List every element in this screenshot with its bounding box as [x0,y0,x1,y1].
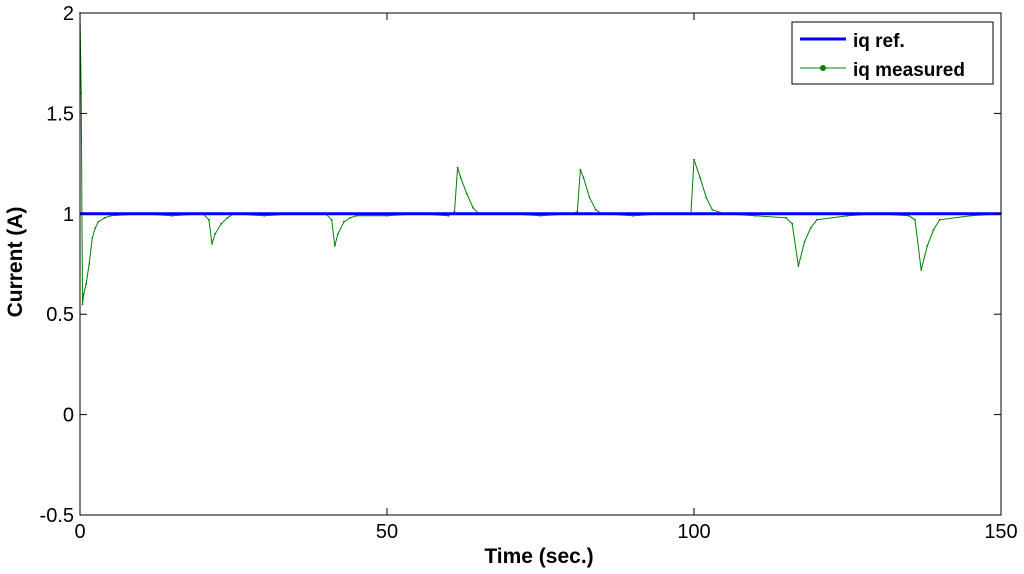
data-point-iq-measured [631,214,634,217]
data-point-iq-measured [705,196,708,199]
data-point-iq-measured [220,222,223,225]
data-point-iq-measured [754,214,757,217]
y-tick-label: 0 [63,405,74,427]
x-tick-label: 100 [677,521,710,543]
data-point-iq-measured [576,210,579,213]
legend-marker-iq-measured [820,65,826,71]
legend-box [791,21,994,85]
data-point-iq-measured [263,214,266,217]
data-point-iq-measured [579,168,582,171]
data-point-iq-measured [94,227,97,229]
data-point-iq-measured [171,214,174,217]
data-point-iq-measured [103,216,106,219]
x-tick-label: 150 [984,521,1017,543]
data-point-iq-measured [969,214,972,217]
data-point-iq-measured [914,218,916,221]
y-tick-label: 2 [63,3,74,25]
legend-label-iq-measured: iq measured [853,60,965,81]
data-point-iq-measured [539,214,542,217]
data-point-iq-measured [797,265,800,267]
x-axis-label: Time (sec.) [484,545,593,568]
x-tick-label: 0 [74,521,85,543]
data-point-iq-measured [81,303,84,306]
data-point-iq-measured [582,176,585,179]
data-point-iq-measured [920,269,923,271]
data-point-iq-measured [588,196,591,199]
data-point-iq-measured [465,192,468,195]
plot-area-frame [79,12,1002,516]
data-point-iq-measured [386,214,388,217]
y-axis-label: Current (A) [4,207,27,318]
data-point-iq-measured [938,218,941,221]
data-point-iq-measured [82,293,85,295]
data-point-iq-measured [815,218,818,221]
data-point-iq-measured [693,158,695,161]
legend-label-iq-ref: iq ref. [853,31,905,52]
data-point-iq-measured [809,227,812,229]
data-point-iq-measured [211,243,213,245]
x-tick-label: 50 [376,521,398,543]
data-point-iq-measured [791,222,794,225]
data-point-iq-measured [91,237,94,239]
data-point-iq-measured [97,220,100,223]
data-point-iq-measured [355,214,358,217]
data-point-iq-measured [85,283,87,285]
legend: iq ref. iq measured [791,21,994,85]
data-point-iq-measured [343,220,345,223]
data-point-iq-measured [932,229,935,231]
data-point-iq-measured [214,233,217,235]
y-tick-label: 1 [63,204,74,226]
y-tick-label: -0.5 [40,505,74,527]
y-tick-label: 1.5 [46,103,74,125]
data-point-iq-measured [711,208,714,211]
data-point-iq-measured [208,218,210,221]
data-point-iq-measured [846,214,849,217]
data-point-iq-measured [803,241,806,243]
data-point-iq-measured [456,166,459,169]
data-point-iq-measured [226,216,229,219]
data-point-iq-measured [80,92,83,95]
data-point-iq-measured [785,216,787,219]
series-line-iq-measured [79,12,1002,305]
data-point-iq-measured [109,214,112,217]
data-point-iq-measured [88,263,91,265]
data-point-iq-measured [594,208,597,211]
y-tick-label: 0.5 [46,304,74,326]
data-point-iq-measured [926,245,929,247]
data-point-iq-measured [330,218,333,221]
data-point-iq-measured [337,233,339,235]
data-point-iq-measured [908,214,910,217]
data-point-iq-measured [333,245,336,247]
data-point-iq-measured [447,214,450,217]
data-point-iq-measured [349,216,352,219]
data-point-iq-measured [453,210,456,213]
data-point-iq-measured [459,176,462,179]
data-point-iq-measured [699,176,701,179]
data-point-iq-measured [472,206,474,209]
